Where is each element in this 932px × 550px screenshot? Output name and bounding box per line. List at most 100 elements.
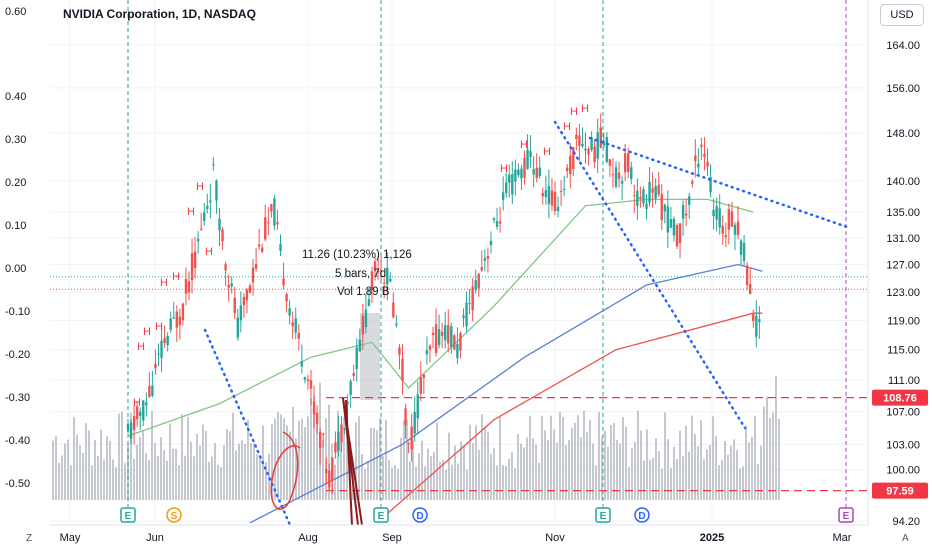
candle [672, 218, 676, 236]
volume-bar [181, 414, 183, 500]
volume-bar [229, 431, 231, 500]
volume-bar [577, 415, 579, 500]
volume-bar [676, 458, 678, 500]
volume-bar [769, 418, 771, 500]
candle [392, 302, 395, 318]
volume-bar [610, 424, 612, 500]
volume-bar [175, 448, 177, 500]
candle [620, 181, 624, 184]
volume-bar [535, 444, 537, 500]
volume-bar [361, 454, 363, 500]
volume-bar [199, 445, 201, 500]
left-axis-tick: 0.20 [5, 177, 26, 189]
volume-bar [388, 459, 390, 500]
volume-bar [163, 450, 165, 500]
x-axis-label: May [60, 532, 81, 544]
candle [547, 186, 551, 204]
candle [489, 240, 493, 246]
candle [437, 329, 441, 345]
volume-bar [187, 416, 189, 500]
candle [245, 289, 249, 301]
volume-bar [586, 431, 588, 500]
candle [215, 180, 218, 201]
candle [343, 428, 346, 430]
volume-bar [55, 436, 57, 500]
volume-bar [565, 445, 567, 500]
volume-bar [166, 460, 168, 500]
candle [413, 411, 416, 434]
volume-bar [109, 440, 111, 500]
candle [288, 308, 291, 316]
candle [352, 373, 355, 376]
zoom-z-button[interactable]: Z [26, 533, 33, 544]
volume-bar [421, 440, 423, 500]
volume-bar [274, 418, 276, 500]
left-axis-tick: 0.60 [5, 6, 26, 18]
candle [306, 379, 310, 382]
volume-bar [754, 415, 756, 500]
volume-bar [280, 414, 282, 500]
volume-bar [595, 465, 597, 500]
price-tag [872, 482, 928, 499]
volume-bar [130, 412, 132, 500]
volume-bar [223, 445, 225, 500]
volume-bar [271, 424, 273, 500]
volume-bar [316, 423, 318, 500]
volume-bar [661, 468, 663, 500]
candle [468, 303, 471, 305]
volume-bar [82, 452, 84, 500]
volume-bar [526, 437, 528, 500]
auto-scale-button[interactable]: A [902, 533, 909, 544]
volume-bar [493, 448, 495, 500]
candle [233, 297, 236, 314]
candle [297, 333, 300, 339]
volume-bar [334, 464, 336, 500]
volume-bar [298, 420, 300, 500]
candle [569, 155, 572, 175]
price-tag [872, 389, 928, 406]
volume-bar [256, 454, 258, 500]
candle [630, 167, 633, 180]
pattern-label: H [543, 146, 551, 158]
volume-bar [205, 430, 207, 500]
candle [575, 134, 578, 139]
volume-bar [286, 425, 288, 500]
candle [572, 147, 575, 169]
candle [639, 196, 642, 199]
volume-bar [580, 437, 582, 500]
candle [276, 222, 279, 225]
candle [139, 411, 142, 416]
candle [251, 267, 255, 283]
volume-bar [70, 465, 72, 500]
candle [379, 270, 383, 272]
candle [257, 244, 261, 247]
candle [373, 261, 377, 272]
candle [203, 212, 206, 221]
volume-bar [382, 456, 384, 500]
volume-bar [364, 468, 366, 500]
x-axis-label: Mar [833, 532, 852, 544]
right-axis-tick: 140.00 [886, 176, 920, 188]
volume-bar [697, 446, 699, 500]
volume-bar [385, 420, 387, 500]
candle [700, 144, 703, 147]
candle [291, 322, 294, 327]
currency-button[interactable]: USD [880, 4, 924, 26]
volume-bar [568, 440, 570, 500]
candle [599, 127, 602, 148]
candle [755, 315, 758, 337]
candle [590, 137, 593, 150]
pattern-label: H [160, 277, 168, 289]
volume-bar [778, 418, 780, 500]
volume-bar [160, 437, 162, 500]
right-axis-tick: 115.00 [887, 345, 920, 357]
volume-bar [283, 418, 285, 500]
candle [520, 168, 523, 179]
left-axis-tick: -0.30 [5, 392, 30, 404]
candle [532, 169, 535, 175]
volume-bar [490, 453, 492, 500]
volume-bar [478, 449, 480, 500]
volume-bar [403, 420, 405, 500]
right-axis-tick: 127.00 [886, 260, 920, 272]
